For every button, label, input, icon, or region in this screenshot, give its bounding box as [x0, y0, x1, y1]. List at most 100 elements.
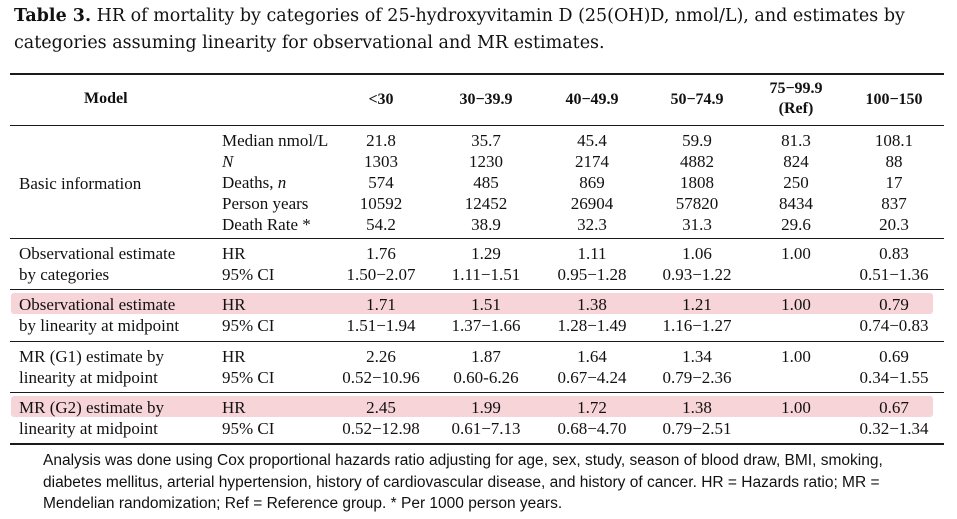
hr-cell: 0.67: [879, 398, 909, 417]
group-label: MR (G1) estimate by: [19, 347, 164, 366]
table-cell: 32.3: [577, 215, 607, 234]
hr-cell: 1.11: [577, 244, 607, 263]
header-ref: (Ref): [778, 100, 814, 117]
ci-cell: 0.34−1.55: [859, 368, 929, 387]
row-label-n-text: N: [222, 152, 234, 171]
hr-cell: 0.83: [879, 244, 909, 263]
group-divider: [10, 392, 944, 393]
ci-cell: 1.51−1.94: [346, 316, 416, 335]
table-cell: 2174: [575, 152, 609, 171]
hr-cell: 2.26: [366, 347, 396, 366]
ci-cell: 0.74−0.83: [859, 316, 929, 335]
ci-cell: 0.95−1.28: [557, 265, 627, 284]
ci-cell: 0.60-6.26: [453, 368, 519, 387]
hr-cell: 1.00: [781, 295, 811, 314]
ci-cell: 1.50−2.07: [346, 265, 416, 284]
table-cell: 824: [783, 152, 809, 171]
hr-cell: 1.72: [577, 398, 607, 417]
hr-cell: 1.51: [471, 295, 501, 314]
row-label-deaths: Deaths, n: [222, 173, 287, 192]
hr-cell: 0.79: [879, 295, 909, 314]
ci-cell: 0.79−2.51: [662, 419, 732, 438]
ci-cell: 1.28−1.49: [557, 316, 627, 335]
row-label-person-years: Person years: [222, 194, 309, 213]
bottom-rule: [10, 443, 944, 445]
row-label-hr: HR: [222, 347, 246, 366]
group-label: by categories: [19, 265, 110, 284]
group-label: linearity at midpoint: [19, 368, 158, 387]
group-label: Observational estimate: [19, 295, 176, 314]
hr-cell: 1.99: [471, 398, 501, 417]
table-cell: 574: [368, 173, 394, 192]
table-cell: 108.1: [874, 131, 914, 150]
group-label: MR (G2) estimate by: [19, 398, 164, 417]
header-col-6: 100−150: [865, 91, 923, 108]
group-divider: [10, 289, 944, 290]
hr-cell: 1.76: [366, 244, 396, 263]
row-label-median: Median nmol/L: [222, 131, 329, 150]
table-cell: 57820: [675, 194, 719, 213]
group-label-basic: Basic information: [19, 174, 142, 193]
ci-cell: 0.68−4.70: [557, 419, 627, 438]
header-rule: [10, 125, 944, 126]
ci-cell: 0.52−10.96: [342, 368, 420, 387]
row-label-ci: 95% CI: [222, 419, 275, 438]
hr-cell: 2.45: [366, 398, 396, 417]
table-footnote: Analysis was done using Cox proportional…: [43, 452, 883, 512]
header-col-2: 30−39.9: [459, 91, 513, 108]
row-label-hr: HR: [222, 244, 246, 263]
hr-cell: 1.34: [682, 347, 712, 366]
ci-cell: 0.52−12.98: [342, 419, 420, 438]
table-cell: 26904: [570, 194, 614, 213]
header-model: Model: [84, 90, 128, 107]
table-cell: 10592: [359, 194, 403, 213]
table-cell: 45.4: [577, 131, 607, 150]
hr-cell: 1.38: [682, 398, 712, 417]
ci-cell: 1.11−1.51: [451, 265, 521, 284]
top-rule: [10, 73, 944, 75]
table-caption-text: HR of mortality by categories of 25-hydr…: [14, 6, 905, 53]
table-cell: 1303: [364, 152, 398, 171]
group-label: Observational estimate: [19, 244, 176, 263]
hr-cell: 1.87: [471, 347, 501, 366]
table-cell: 59.9: [682, 131, 712, 150]
table-cell: 12452: [464, 194, 508, 213]
ci-cell: 0.67−4.24: [557, 368, 627, 387]
ci-cell: 0.51−1.36: [859, 265, 929, 284]
group-divider: [10, 341, 944, 342]
table-label: Table 3.: [14, 6, 92, 26]
table-cell: 837: [881, 194, 907, 213]
ci-cell: 0.79−2.36: [662, 368, 732, 387]
row-label-ci: 95% CI: [222, 265, 275, 284]
table-cell: 1808: [680, 173, 714, 192]
header-col-5: 75−99.9: [769, 80, 823, 97]
row-label-hr: HR: [222, 295, 246, 314]
hr-cell: 1.21: [682, 295, 712, 314]
hr-cell: 1.38: [577, 295, 607, 314]
group-label: linearity at midpoint: [19, 419, 158, 438]
table-cell: 869: [579, 173, 605, 192]
row-label-ci: 95% CI: [222, 368, 275, 387]
table-cell: 54.2: [366, 215, 396, 234]
table-cell: 250: [783, 173, 809, 192]
row-highlight: [11, 293, 933, 314]
hr-cell: 0.69: [879, 347, 909, 366]
hr-cell: 1.71: [366, 295, 396, 314]
hr-cell: 1.29: [471, 244, 501, 263]
row-label-death-rate: Death Rate *: [222, 215, 311, 234]
table-cell: 4882: [680, 152, 714, 171]
table-caption: Table 3. HR of mortality by categories o…: [14, 3, 944, 57]
row-label-n: N: [222, 151, 233, 172]
ci-cell: 1.16−1.27: [662, 316, 732, 335]
table-cell: 88: [885, 152, 903, 171]
table-cell: 31.3: [682, 215, 712, 234]
header-col-4: 50−74.9: [670, 91, 724, 108]
table-cell: 38.9: [471, 215, 501, 234]
table-cell: 20.3: [879, 215, 909, 234]
table-cell: 21.8: [366, 131, 396, 150]
table-cell: 17: [885, 173, 903, 192]
hr-cell: 1.00: [781, 244, 811, 263]
hr-cell: 1.00: [781, 347, 811, 366]
group-label: by linearity at midpoint: [19, 316, 180, 335]
group-divider: [10, 238, 944, 239]
